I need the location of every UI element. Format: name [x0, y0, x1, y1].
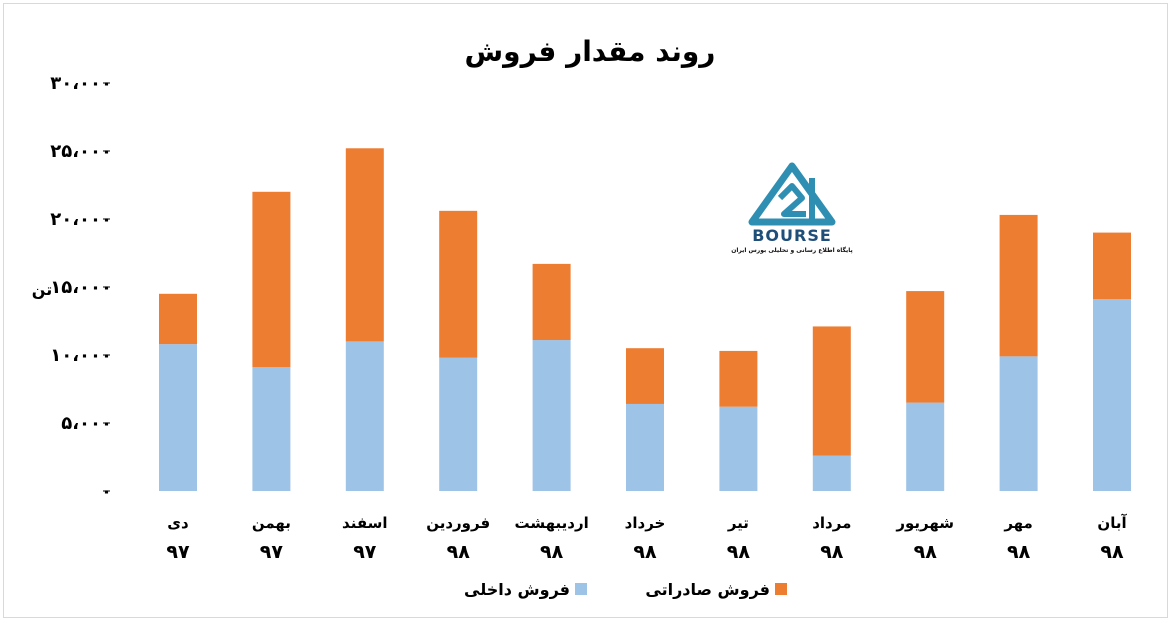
bar-domestic	[532, 340, 571, 491]
y-tick-label: ۱۰،۰۰۰	[50, 345, 112, 366]
legend-swatch-export	[775, 583, 787, 595]
bar-domestic	[812, 455, 851, 491]
chart-frame	[3, 3, 1168, 618]
bar-export	[532, 263, 571, 341]
x-category-label: اردیبهشت	[514, 514, 588, 532]
y-axis-label: تن	[32, 280, 52, 299]
y-tick-label: ۳۰،۰۰۰	[50, 73, 112, 94]
chart-title: روند مقدار فروش	[465, 35, 716, 68]
y-tick-label: ۱۵،۰۰۰	[50, 277, 112, 298]
bar-export	[999, 214, 1038, 357]
x-year-label: ۹۸	[914, 541, 938, 563]
bar-export	[345, 148, 384, 342]
y-axis-ticks: ۰ ۵،۰۰۰ ۱۰،۰۰۰ ۱۵،۰۰۰ ۲۰،۰۰۰ ۲۵،۰۰۰ ۳۰،۰۰۰	[50, 73, 112, 502]
bar-domestic	[626, 403, 664, 491]
bar-domestic	[1093, 299, 1131, 491]
bourse-logo: BOURSE پایگاه اطلاع رسانی و تحلیلی بورس …	[731, 152, 853, 260]
x-year-label: ۹۸	[540, 541, 564, 563]
bar-domestic	[999, 356, 1038, 491]
x-category-label: شهریور	[895, 514, 954, 532]
x-category-label: فروردین	[426, 514, 490, 532]
y-tick-label: ۵،۰۰۰	[61, 413, 112, 434]
legend-swatch-domestic	[575, 583, 587, 595]
x-year-label: ۹۷	[166, 541, 190, 563]
x-category-label: آبان	[1097, 514, 1127, 532]
x-category-label: مهر	[1003, 514, 1033, 532]
bar-domestic	[906, 402, 945, 491]
x-year-label: ۹۸	[1007, 541, 1031, 563]
y-tick-label: ۰	[101, 481, 112, 502]
bar-export	[812, 326, 851, 456]
bar-export	[159, 293, 197, 345]
x-category-label: خرداد	[625, 514, 666, 532]
x-year-label: ۹۸	[633, 541, 657, 563]
x-year-label: ۹۸	[1100, 541, 1124, 563]
legend-label-export: فروش صادراتی	[645, 580, 770, 599]
bar-export	[626, 348, 664, 404]
bar-domestic	[719, 406, 758, 491]
y-tick-label: ۲۰،۰۰۰	[50, 209, 112, 230]
x-year-label: ۹۸	[727, 541, 751, 563]
bar-domestic	[252, 367, 291, 491]
bar-export	[1093, 232, 1131, 300]
legend-label-domestic: فروش داخلی	[464, 580, 570, 599]
bar-export	[439, 210, 478, 358]
bar-domestic	[345, 341, 384, 491]
x-category-label: مرداد	[812, 514, 851, 532]
logo-name: BOURSE	[752, 226, 832, 245]
bar-domestic	[159, 344, 197, 491]
bars-group	[159, 148, 1131, 491]
x-category-label: دی	[167, 514, 189, 532]
x-year-label: ۹۸	[447, 541, 471, 563]
bar-export	[252, 191, 291, 368]
x-category-label: اسفند	[342, 514, 387, 532]
y-tick-label: ۲۵،۰۰۰	[50, 141, 112, 162]
x-axis-labels: دی ۹۷ بهمن ۹۷ اسفند ۹۷ فروردین ۹۸ اردیبهشت ۹۸ خردا…	[166, 514, 1127, 563]
bar-export	[906, 291, 945, 403]
bar-domestic	[439, 357, 478, 491]
legend: فروش داخلی فروش صادراتی	[464, 580, 787, 599]
x-category-label: بهمن	[252, 514, 291, 532]
x-year-label: ۹۸	[820, 541, 844, 563]
x-category-label: تیر	[727, 514, 749, 532]
x-year-label: ۹۷	[353, 541, 377, 563]
logo-tagline: پایگاه اطلاع رسانی و تحلیلی بورس ایران	[731, 246, 853, 254]
x-year-label: ۹۷	[260, 541, 284, 563]
bar-export	[719, 350, 758, 407]
